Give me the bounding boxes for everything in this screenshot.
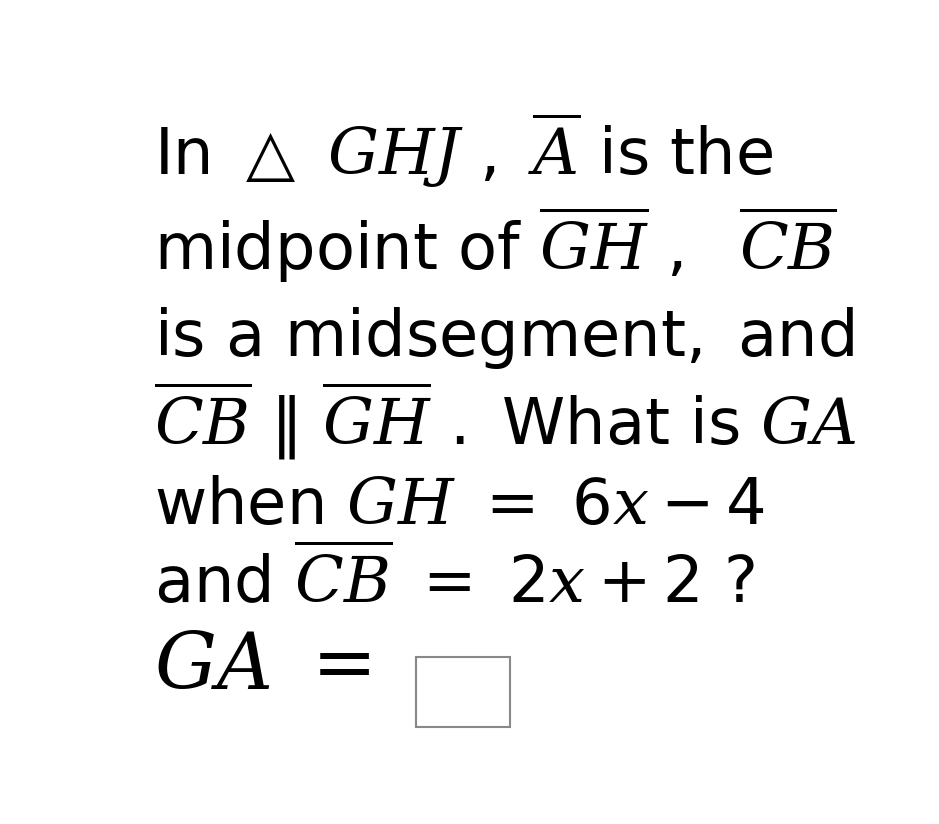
Bar <box>416 658 511 727</box>
Text: $\mathrm{In}\ \triangle\ \mathit{GHJ}\ ,\ \overline{\mathit{A}}\ \mathrm{is\ the: $\mathrm{In}\ \triangle\ \mathit{GHJ}\ ,… <box>154 110 773 190</box>
Text: $\mathrm{when}\ \mathit{GH}\ =\ 6\mathit{x}-4$: $\mathrm{when}\ \mathit{GH}\ =\ 6\mathit… <box>154 475 764 537</box>
Text: $\overline{\mathit{CB}}\ \|\ \overline{\mathit{GH}}\ .\ \mathrm{What\ is}\ \math: $\overline{\mathit{CB}}\ \|\ \overline{\… <box>154 379 856 462</box>
Text: $\mathrm{and}\ \overline{\mathit{CB}}\ =\ 2\mathit{x}+2\ ?$: $\mathrm{and}\ \overline{\mathit{CB}}\ =… <box>154 547 755 616</box>
Text: $\mathrm{midpoint\ of}\ \overline{\mathit{GH}}\ ,\ \ \overline{\mathit{CB}}$: $\mathrm{midpoint\ of}\ \overline{\mathi… <box>154 204 837 285</box>
Text: $\mathrm{is\ a\ midsegment,\ and}$: $\mathrm{is\ a\ midsegment,\ and}$ <box>154 305 854 371</box>
Text: $\mathit{GA}\ =$: $\mathit{GA}\ =$ <box>154 629 370 705</box>
